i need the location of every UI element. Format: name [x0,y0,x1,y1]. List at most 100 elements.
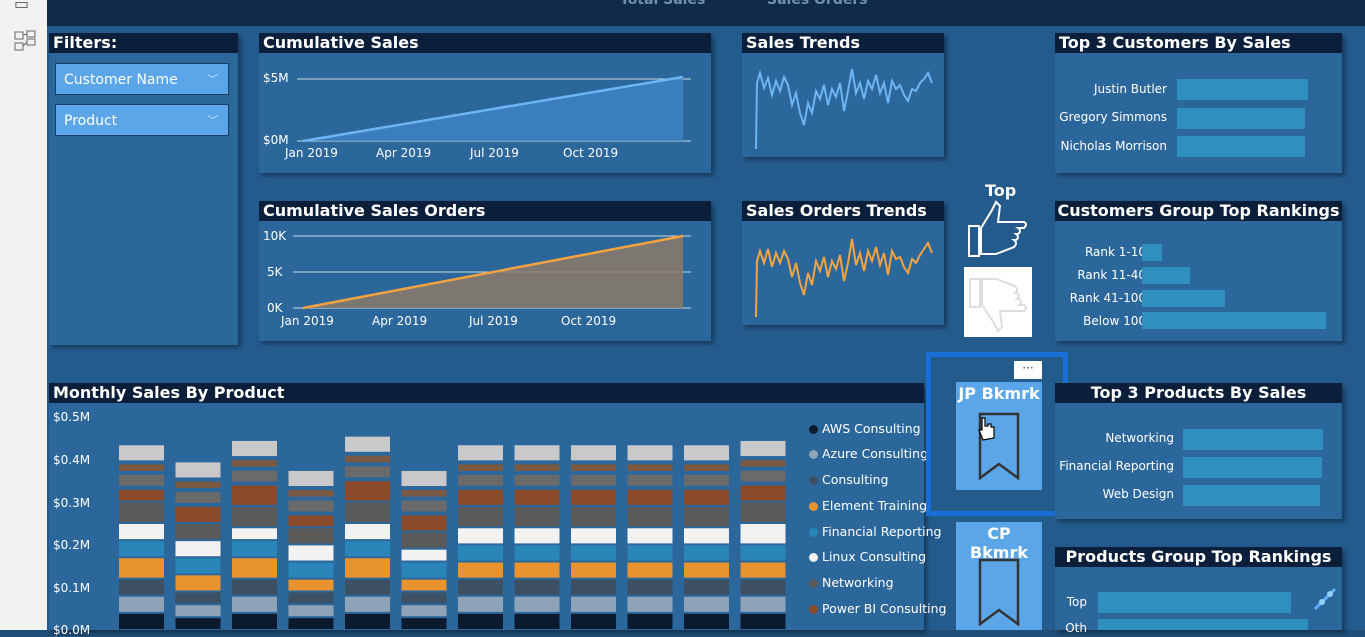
bar-segment[interactable] [288,528,334,544]
bar-segment[interactable] [232,506,277,527]
bar-segment[interactable] [458,445,503,461]
legend-item[interactable]: Power BI Consulting [809,601,946,616]
bar-segment[interactable] [571,613,616,629]
bar-segment[interactable] [288,579,334,591]
bar-segment[interactable] [571,489,616,505]
rank-bar[interactable] [1098,619,1308,630]
bar-segment[interactable] [740,502,786,522]
cumulative-orders-chart[interactable]: Cumulative Sales Orders 10K 5K 0K Jan 20… [259,201,711,341]
bar-segment[interactable] [627,445,673,461]
bar-segment[interactable] [514,489,560,505]
customer-rankings-chart[interactable]: Customers Group Top Rankings Rank 1-10 R… [1055,201,1342,341]
bar-segment[interactable] [345,541,390,557]
bar-segment[interactable] [514,613,560,629]
legend-item[interactable]: Element Training [809,498,927,513]
bar-segment[interactable] [458,545,503,561]
bar-segment[interactable] [401,605,447,617]
bar-segment[interactable] [514,562,560,578]
bar-segment[interactable] [288,500,334,512]
bar-segment[interactable] [345,613,390,629]
bar-segment[interactable] [401,618,447,629]
customer-bar[interactable] [1177,79,1309,100]
bar-segment[interactable] [514,464,560,471]
customer-bar[interactable] [1177,108,1306,129]
bar-segment[interactable] [288,605,334,617]
bar-segment[interactable] [345,466,390,478]
bar-segment[interactable] [345,596,390,612]
bar-segment[interactable] [627,613,673,629]
bar-segment[interactable] [119,464,164,471]
bar-segment[interactable] [288,562,334,578]
legend-item[interactable]: Networking [809,575,894,590]
bar-segment[interactable] [401,470,447,487]
bar-segment[interactable] [175,506,221,522]
rank-bar[interactable] [1142,290,1225,307]
bar-segment[interactable] [684,562,729,578]
bar-segment[interactable] [627,579,673,595]
bar-segment[interactable] [740,613,786,629]
bar-segment[interactable] [571,545,616,561]
bar-segment[interactable] [401,549,447,561]
bar-segment[interactable] [175,541,221,557]
bar-segment[interactable] [514,579,560,595]
product-rankings-chart[interactable]: Products Group Top Rankings Top Oth [1055,547,1342,635]
bar-segment[interactable] [232,528,277,540]
bar-segment[interactable] [345,436,390,452]
legend-item[interactable]: AWS Consulting [809,421,921,436]
bar-segment[interactable] [571,445,616,461]
bar-segment[interactable] [401,515,447,531]
bar-segment[interactable] [458,613,503,629]
bar-segment[interactable] [571,464,616,471]
bar-segment[interactable] [627,545,673,561]
rank-bar[interactable] [1098,592,1292,613]
bar-segment[interactable] [175,605,221,617]
bar-segment[interactable] [288,545,334,561]
bar-segment[interactable] [119,541,164,557]
bar-segment[interactable] [740,596,786,612]
bar-segment[interactable] [401,490,447,497]
more-options-button[interactable]: ··· [1014,361,1042,379]
bar-segment[interactable] [684,579,729,595]
bar-segment[interactable] [571,506,616,527]
bar-segment[interactable] [119,474,164,486]
rank-bar[interactable] [1142,312,1326,329]
bar-segment[interactable] [571,562,616,578]
product-bar[interactable] [1183,485,1321,506]
bar-segment[interactable] [288,515,334,527]
bar-segment[interactable] [288,592,334,604]
bar-segment[interactable] [175,462,221,478]
bar-segment[interactable] [119,613,164,629]
bar-segment[interactable] [740,562,786,578]
customer-name-slicer[interactable]: Customer Name ﹀ [55,63,229,95]
bar-segment[interactable] [740,579,786,595]
bar-segment[interactable] [571,474,616,486]
bar-segment[interactable] [627,562,673,578]
bar-segment[interactable] [119,445,164,461]
bar-segment[interactable] [740,485,786,501]
bar-segment[interactable] [175,592,221,604]
cp-bookmark-button[interactable]: CP Bkmrk [956,522,1042,630]
report-view-icon[interactable]: ▭ [14,0,30,13]
bar-segment[interactable] [571,579,616,595]
bar-segment[interactable] [175,492,221,503]
top-customers-chart[interactable]: Top 3 Customers By Sales Justin Butler G… [1055,33,1342,173]
bar-segment[interactable] [684,464,729,471]
bar-segment[interactable] [514,528,560,544]
bar-segment[interactable] [345,481,390,501]
bar-segment[interactable] [458,562,503,578]
bar-segment[interactable] [514,474,560,486]
bar-segment[interactable] [684,445,729,461]
bar-segment[interactable] [232,596,277,612]
bar-segment[interactable] [458,474,503,486]
bar-segment[interactable] [684,596,729,612]
bar-segment[interactable] [627,596,673,612]
bar-segment[interactable] [401,500,447,512]
bar-segment[interactable] [740,460,786,467]
bar-segment[interactable] [345,558,390,578]
rank-bar[interactable] [1142,244,1163,261]
bar-segment[interactable] [740,524,786,544]
bar-segment[interactable] [119,489,164,501]
product-bar[interactable] [1183,429,1323,450]
bar-segment[interactable] [175,618,221,629]
bar-segment[interactable] [288,490,334,497]
